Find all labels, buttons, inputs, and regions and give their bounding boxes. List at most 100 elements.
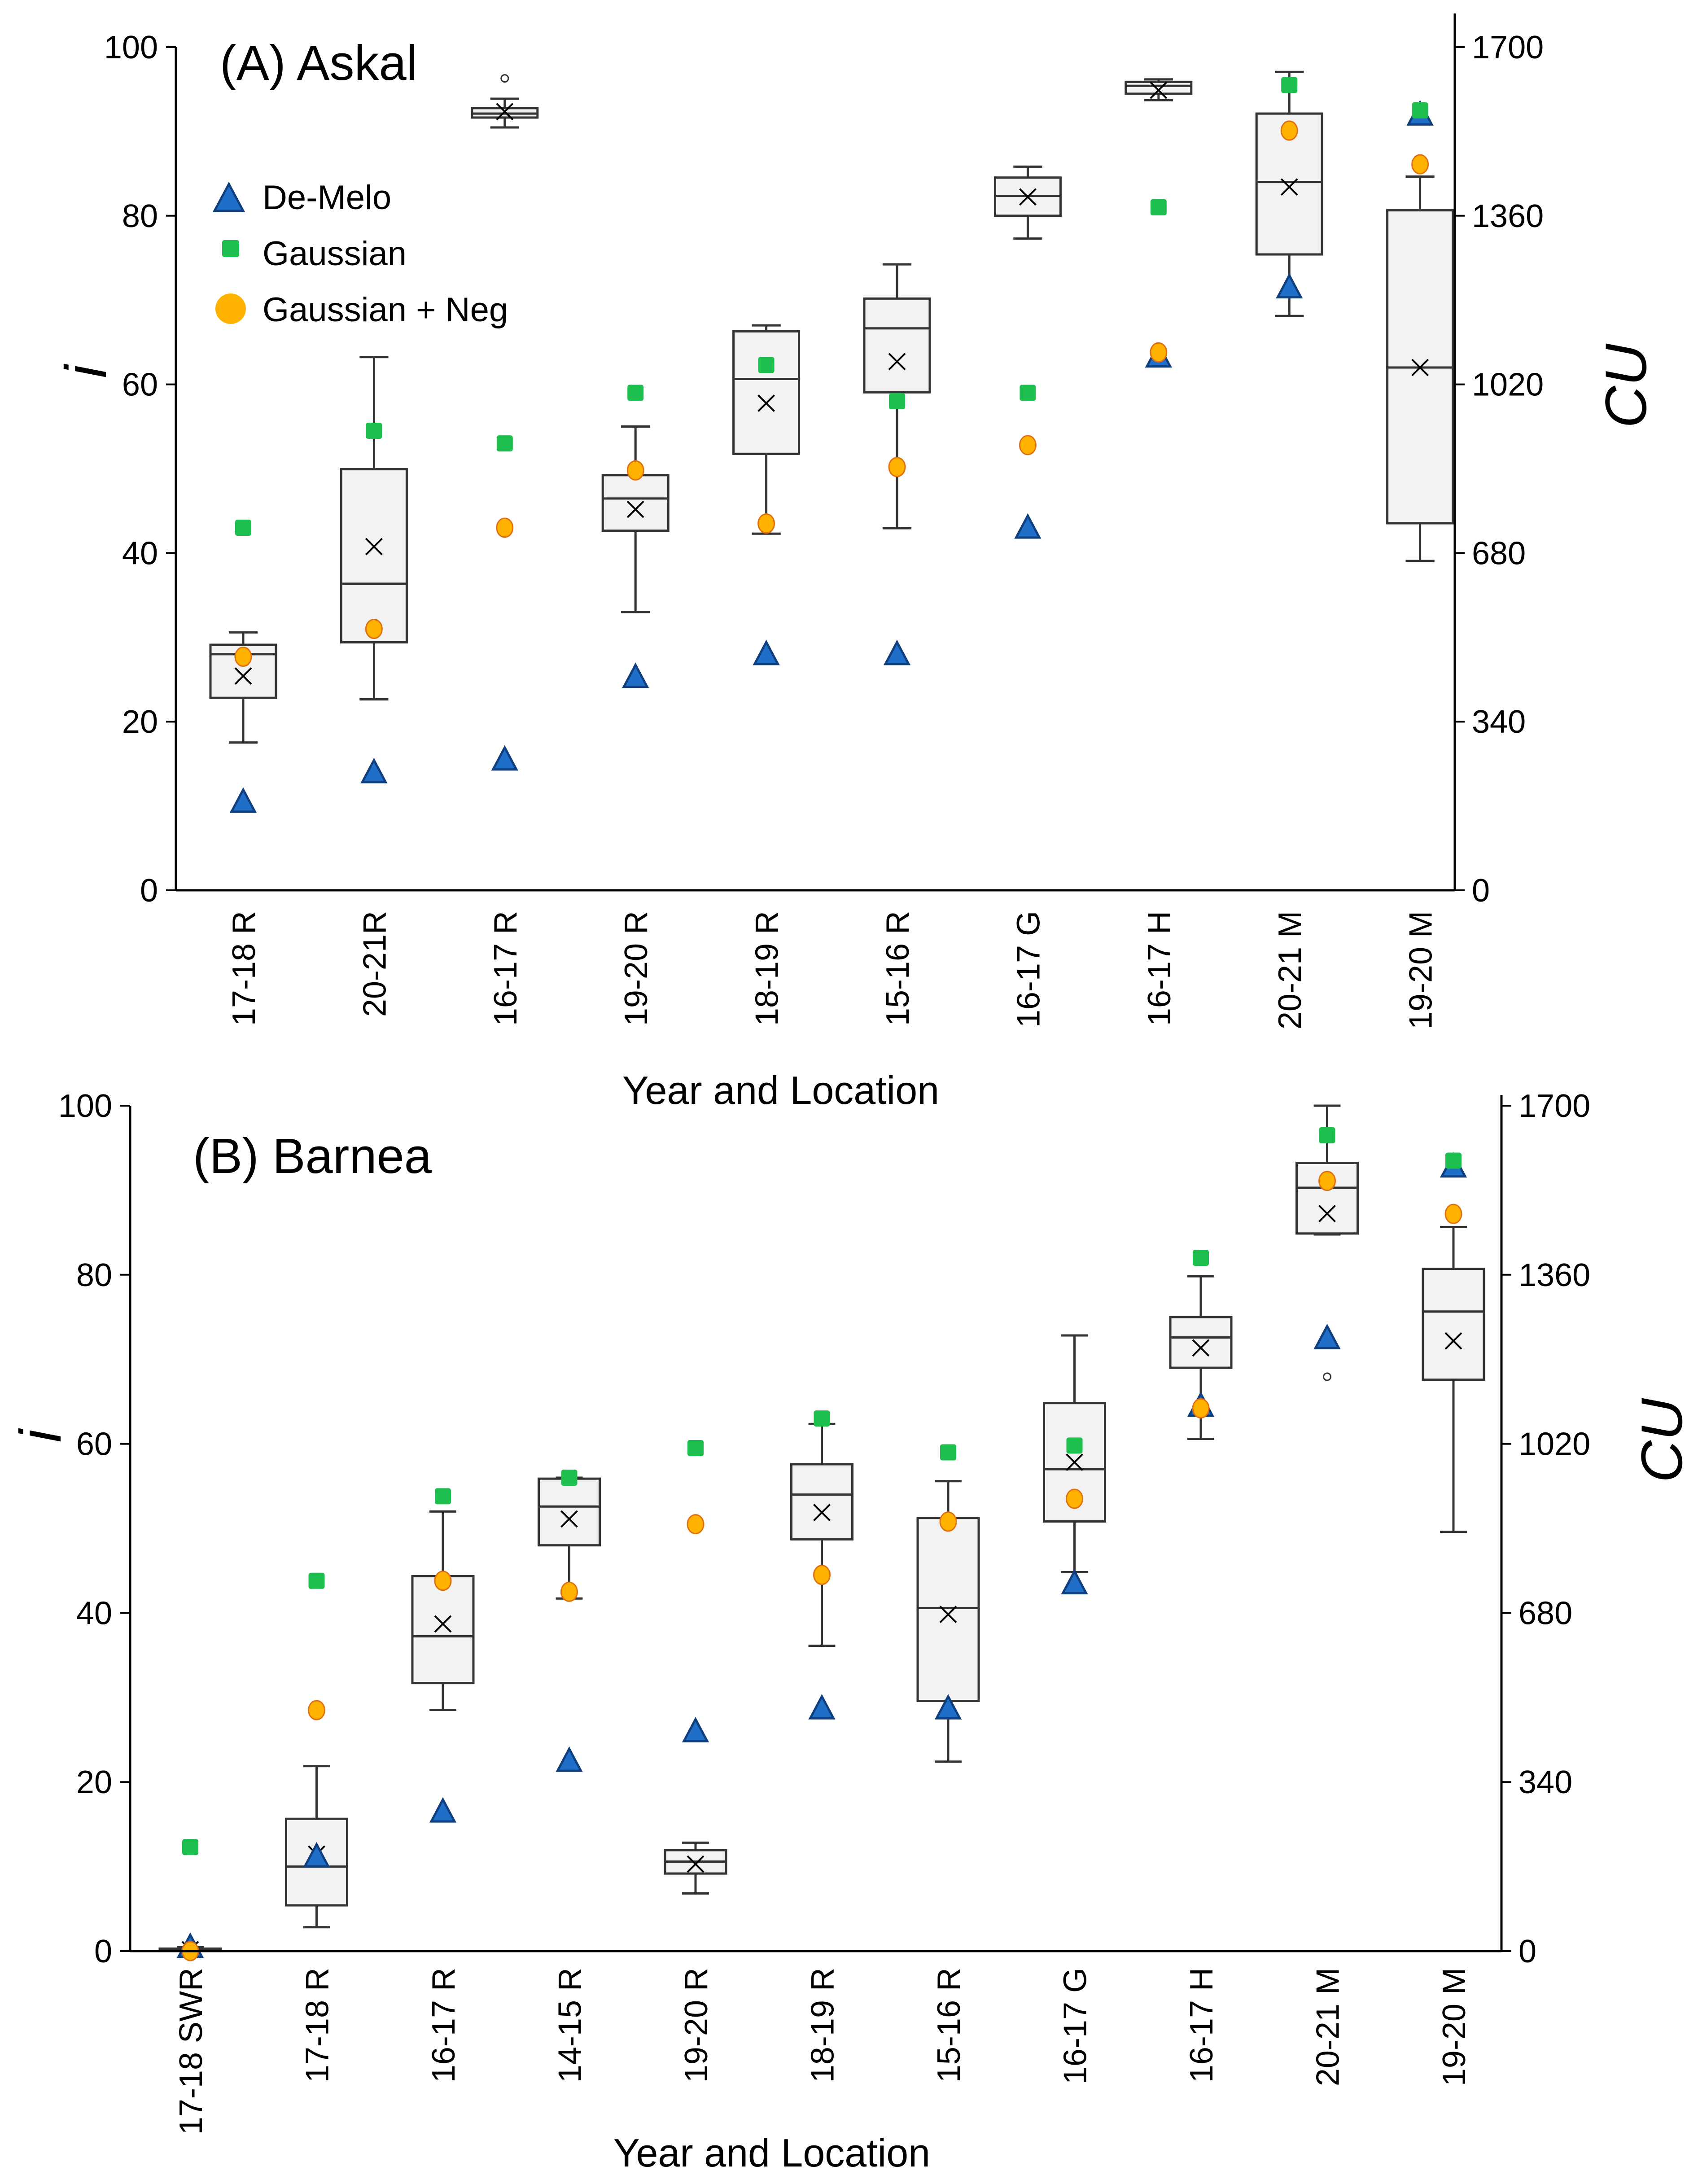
left-tick-label: 100 [104, 30, 158, 66]
box-askal-1 [340, 356, 408, 700]
gaussian-neg-point [939, 1511, 957, 1532]
gaussian-neg-point [496, 517, 514, 538]
circle-marker-icon [215, 293, 246, 324]
gaussian-neg-point [1150, 342, 1168, 363]
box-iqr [1169, 1316, 1233, 1369]
square-marker-icon [222, 240, 239, 257]
box-mean-x [939, 1606, 957, 1624]
right-tick-label: 1700 [1519, 1088, 1590, 1124]
panel-askal-xlabel: Year and Location [622, 1068, 939, 1112]
left-tick-label: 80 [122, 198, 158, 234]
gaussian-neg-point [813, 1565, 831, 1585]
box-mean-x [1019, 188, 1037, 206]
box-iqr [1295, 1161, 1359, 1235]
gaussian-neg-point [757, 513, 775, 534]
legend-item-gaussian: Gaussian [222, 235, 407, 273]
de-melo-point [429, 1797, 457, 1823]
legend-item-gaussian-neg: Gaussian + Neg [215, 291, 508, 329]
box-barnea-7 [1043, 1334, 1106, 1574]
panel-askal-y2label: CU [1593, 343, 1659, 428]
de-melo-point [1276, 273, 1303, 299]
box-mean-x [1192, 1339, 1210, 1357]
legend: De-Melo Gaussian Gaussian + Neg [212, 179, 508, 329]
box-askal-4 [732, 324, 801, 535]
gaussian-neg-point [888, 457, 906, 477]
gaussian-point [940, 1444, 956, 1461]
gaussian-point [758, 357, 775, 373]
right-tick-label: 1360 [1519, 1257, 1590, 1293]
panel-barnea-ticks: 0 20 40 60 80 100 0 340 680 1020 1360 1700 17-18 SWR… [58, 1088, 1590, 2135]
x-tick-label: 15-16 R [931, 1968, 967, 2083]
box-mean-x [888, 353, 906, 371]
panel-barnea: 0 20 40 60 80 100 0 340 680 1020 1360 1700 17-18 SWR… [8, 1088, 1694, 2175]
left-tick-label: 0 [94, 1934, 112, 1970]
de-melo-point [934, 1694, 962, 1720]
gaussian-neg-point [234, 647, 252, 667]
box-barnea-2 [411, 1510, 475, 1711]
box-iqr [916, 1517, 980, 1703]
x-tick-label: 19-20 M [1436, 1968, 1472, 2086]
panel-askal-title: (A) Askal [220, 35, 417, 91]
de-melo-point [682, 1716, 709, 1742]
gaussian-point [1319, 1127, 1335, 1143]
de-melo-point [622, 662, 649, 688]
gaussian-point [1445, 1152, 1462, 1169]
box-askal-7 [1125, 78, 1193, 101]
x-tick-label: 16-17 R [426, 1968, 462, 2083]
box-askal-5 [863, 263, 931, 530]
x-tick-label: 16-17 R [488, 911, 524, 1026]
gaussian-neg-point [626, 460, 644, 481]
panel-barnea-xlabel: Year and Location [613, 2131, 930, 2175]
box-mean-x [1150, 81, 1168, 99]
panel-barnea-title: (B) Barnea [193, 1129, 432, 1184]
gaussian-point [889, 393, 905, 410]
gaussian-neg-point [687, 1514, 705, 1535]
box-askal-2 [471, 74, 539, 129]
gaussian-neg-point [1444, 1204, 1462, 1224]
box-mean-x [234, 667, 252, 685]
right-tick-label: 1700 [1472, 30, 1544, 66]
gaussian-point [1020, 385, 1036, 401]
triangle-marker-icon [212, 181, 245, 212]
gaussian-point [182, 1839, 198, 1856]
de-melo-point [883, 639, 911, 665]
de-melo-point [1061, 1569, 1088, 1594]
legend-label-gaussian-neg: Gaussian + Neg [263, 291, 508, 329]
box-mean-x [1444, 1332, 1462, 1350]
box-outlier [500, 74, 509, 83]
gaussian-point [496, 435, 513, 452]
de-melo-point [1313, 1323, 1341, 1349]
right-tick-label: 0 [1472, 873, 1490, 909]
right-tick-label: 340 [1519, 1764, 1572, 1800]
gaussian-neg-point [1411, 154, 1429, 175]
x-tick-label: 16-17 H [1184, 1968, 1220, 2083]
gaussian-point [1150, 199, 1167, 216]
box-mean-x [1066, 1453, 1083, 1471]
box-iqr [863, 297, 931, 394]
box-mean-x [560, 1510, 578, 1528]
x-tick-label: 18-19 R [749, 911, 785, 1026]
left-tick-label: 100 [58, 1088, 112, 1124]
box-mean-x [1280, 178, 1298, 196]
x-tick-label: 20-21R [357, 911, 393, 1017]
x-tick-label: 19-20 R [618, 911, 654, 1026]
series-de-melo [229, 100, 1434, 813]
gaussian-point [687, 1440, 704, 1457]
gaussian-point [308, 1572, 325, 1589]
box-iqr [601, 474, 670, 532]
box-iqr [411, 1575, 475, 1685]
box-barnea-8 [1169, 1275, 1233, 1440]
gaussian-neg-point [1066, 1488, 1083, 1509]
x-tick-label: 17-18 R [300, 1968, 336, 2083]
left-tick-label: 20 [122, 704, 158, 740]
panel-barnea-marks [158, 1104, 1485, 1961]
panel-barnea-y2label: CU [1629, 1398, 1694, 1483]
gaussian-point [814, 1410, 830, 1427]
box-iqr [1125, 80, 1193, 95]
right-tick-label: 1020 [1519, 1427, 1590, 1462]
gaussian-neg-point [1019, 435, 1037, 455]
panel-askal: 0 20 40 60 80 100 0 340 680 1020 1360 1700 17-18 R 20… [53, 13, 1659, 1112]
gaussian-point [366, 422, 382, 439]
x-tick-label: 20-21 M [1310, 1968, 1346, 2086]
left-tick-label: 40 [122, 535, 158, 571]
